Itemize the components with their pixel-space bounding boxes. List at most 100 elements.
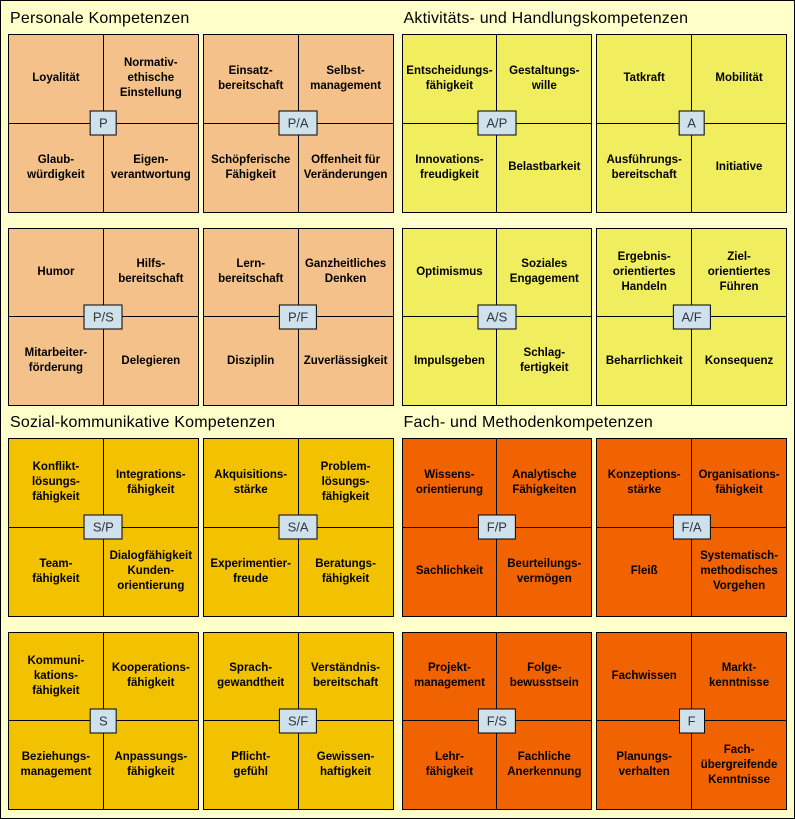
subquadrant-A: Tatkraft Mobilität Ausführungs- bereitsc…: [596, 34, 787, 213]
competence-cell: Integrations- fähigkeit: [103, 439, 198, 527]
subquadrant-AS: Optimismus Soziales Engagement Impulsgeb…: [401, 227, 593, 406]
subquadrant-code-badge: P: [90, 110, 117, 136]
competence-cell: Fleiß: [597, 527, 692, 616]
competence-cell: Verständnis- bereitschaft: [298, 632, 393, 721]
competence-cell: Hilfs- bereitschaft: [103, 228, 198, 317]
competence-cell: Soziales Engagement: [497, 228, 592, 317]
subquadrant-code-badge: A/S: [477, 304, 517, 330]
subquadrant-grid: Wissens- orientierung Analytische Fähigk…: [401, 438, 787, 810]
quadrant-personale: Personale Kompetenzen Loyalität Normativ…: [8, 8, 394, 406]
subquadrant-code-badge: A/F: [672, 304, 711, 330]
competence-cell: Disziplin: [203, 317, 298, 405]
quadrant-title: Personale Kompetenzen: [10, 10, 190, 27]
competence-cell: Gestaltungs- wille: [497, 35, 592, 123]
competence-cell: Zuverlässigkeit: [298, 317, 393, 405]
competence-cell: Belastbarkeit: [497, 123, 592, 212]
subquadrant-P: Loyalität Normativ- ethische Einstellung…: [8, 34, 199, 213]
competence-cell: Delegieren: [103, 317, 198, 405]
competence-cell: Beratungs- fähigkeit: [298, 527, 393, 616]
competence-cell: Organisations- fähigkeit: [692, 439, 786, 527]
subquadrant-code-badge: S/F: [279, 708, 318, 734]
competence-cell: Initiative: [692, 123, 786, 212]
subquadrant-FS: Projekt- management Folge- bewusstsein L…: [401, 631, 593, 810]
subquadrant-code-badge: S: [90, 708, 117, 734]
competence-cell: Fachwissen: [597, 632, 692, 721]
competence-cell: Ausführungs- bereitschaft: [597, 123, 692, 212]
subquadrant-code-badge: P/S: [83, 304, 123, 330]
competence-cell: Markt- kenntnisse: [692, 632, 786, 721]
competence-cell: Kommuni- kations- fähigkeit: [9, 632, 103, 721]
subquadrant-SF: Sprach- gewandtheit Verständnis- bereits…: [202, 631, 394, 810]
competence-cell: Mitarbeiter- förderung: [9, 317, 103, 405]
competence-cell: Team- fähigkeit: [9, 527, 103, 616]
competence-cell: Selbst- management: [298, 35, 393, 123]
subquadrant-PS: Humor Hilfs- bereitschaft Mitarbeiter- f…: [8, 227, 199, 406]
competence-cell: Humor: [9, 228, 103, 317]
subquadrant-SA: Akquisitions- stärke Problem- lösungs- f…: [202, 438, 394, 617]
subquadrant-grid: Loyalität Normativ- ethische Einstellung…: [8, 34, 394, 406]
competence-cell: Lern- bereitschaft: [203, 228, 298, 317]
quadrant-title: Aktivitäts- und Handlungskompetenzen: [403, 10, 689, 27]
subquadrant-code-badge: S/A: [278, 514, 318, 540]
competence-cell: Pflicht- gefühl: [203, 721, 298, 809]
competence-cell: Konsequenz: [692, 317, 786, 405]
subquadrant-AP: Entscheidungs- fähigkeit Gestaltungs- wi…: [401, 34, 593, 213]
competence-cell: Mobilität: [692, 35, 786, 123]
competence-cell: Ziel- orientiertes Führen: [692, 228, 786, 317]
competence-cell: Eigen- verantwortung: [103, 123, 198, 212]
subquadrant-grid: Entscheidungs- fähigkeit Gestaltungs- wi…: [401, 34, 787, 406]
competence-cell: Beziehungs- management: [9, 721, 103, 809]
competence-cell: Konzeptions- stärke: [597, 439, 692, 527]
competence-cell: Problem- lösungs- fähigkeit: [298, 439, 393, 527]
quadrant-aktivitaets: Aktivitäts- und Handlungskompetenzen Ent…: [401, 8, 787, 406]
subquadrant-AF: Ergebnis- orientiertes Handeln Ziel- ori…: [596, 227, 787, 406]
competence-cell: Fachliche Anerkennung: [497, 721, 592, 809]
competence-cell: Sprach- gewandtheit: [203, 632, 298, 721]
competence-cell: Kooperations- fähigkeit: [103, 632, 198, 721]
competence-cell: Entscheidungs- fähigkeit: [402, 35, 497, 123]
competence-cell: Fach- übergreifende Kenntnisse: [692, 721, 786, 809]
subquadrant-code-badge: A/P: [477, 110, 517, 136]
competence-cell: Experimentier- freude: [203, 527, 298, 616]
competence-cell: Systematisch- methodisches Vorgehen: [692, 527, 786, 616]
subquadrant-code-badge: F: [678, 708, 705, 734]
competence-cell: Analytische Fähigkeiten: [497, 439, 592, 527]
competence-cell: Sachlichkeit: [402, 527, 497, 616]
competence-cell: Loyalität: [9, 35, 103, 123]
competence-cell: Projekt- management: [402, 632, 497, 721]
competence-cell: Impulsgeben: [402, 317, 497, 405]
competence-cell: Lehr- fähigkeit: [402, 721, 497, 809]
quadrant-title: Sozial-kommunikative Kompetenzen: [10, 414, 276, 431]
competence-cell: Beurteilungs- vermögen: [497, 527, 592, 616]
subquadrant-code-badge: F/A: [672, 514, 711, 540]
competence-cell: Optimismus: [402, 228, 497, 317]
quadrant-fach: Fach- und Methodenkompetenzen Wissens- o…: [401, 412, 787, 810]
competence-cell: Folge- bewusstsein: [497, 632, 592, 721]
subquadrant-code-badge: A: [678, 110, 705, 136]
competence-cell: Ganzheitliches Denken: [298, 228, 393, 317]
subquadrant-code-badge: S/P: [83, 514, 123, 540]
subquadrant-FA: Konzeptions- stärke Organisations- fähig…: [596, 438, 787, 617]
competence-cell: Offenheit für Veränderungen: [298, 123, 393, 212]
competence-cell: Dialogfähigkeit Kunden- orientierung: [103, 527, 198, 616]
competence-cell: Ergebnis- orientiertes Handeln: [597, 228, 692, 317]
competence-cell: Anpassungs- fähigkeit: [103, 721, 198, 809]
subquadrant-F: Fachwissen Markt- kenntnisse Planungs- v…: [596, 631, 787, 810]
subquadrant-code-badge: P/F: [279, 304, 318, 330]
competence-cell: Beharrlichkeit: [597, 317, 692, 405]
competence-cell: Einsatz- bereitschaft: [203, 35, 298, 123]
subquadrant-SP: Konflikt- lösungs- fähigkeit Integration…: [8, 438, 199, 617]
competence-cell: Tatkraft: [597, 35, 692, 123]
subquadrant-grid: Konflikt- lösungs- fähigkeit Integration…: [8, 438, 394, 810]
competence-cell: Gewissen- haftigkeit: [298, 721, 393, 809]
competence-cell: Schlag- fertigkeit: [497, 317, 592, 405]
subquadrant-S: Kommuni- kations- fähigkeit Kooperations…: [8, 631, 199, 810]
competence-cell: Planungs- verhalten: [597, 721, 692, 809]
competence-cell: Wissens- orientierung: [402, 439, 497, 527]
competence-cell: Schöpferische Fähigkeit: [203, 123, 298, 212]
subquadrant-PA: Einsatz- bereitschaft Selbst- management…: [202, 34, 394, 213]
subquadrant-PF: Lern- bereitschaft Ganzheitliches Denken…: [202, 227, 394, 406]
competence-cell: Normativ- ethische Einstellung: [103, 35, 198, 123]
quadrant-title: Fach- und Methodenkompetenzen: [403, 414, 654, 431]
